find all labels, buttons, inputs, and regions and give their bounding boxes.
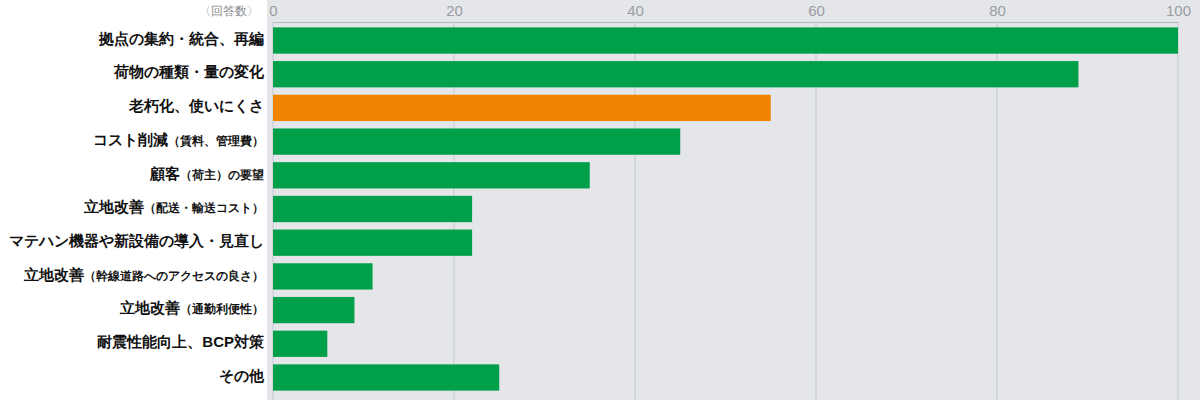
category-label: コスト削減（賃料、管理費） xyxy=(93,131,264,148)
category-label: 立地改善（通勤利便性） xyxy=(119,299,264,316)
chart: 拠点の集約・統合、再編荷物の種類・量の変化老朽化、使いにくさコスト削減（賃料、管… xyxy=(0,0,1200,400)
x-tick-label: 40 xyxy=(627,2,644,19)
y-tick: 耐震性能向上、BCP対策 xyxy=(97,333,265,350)
bar xyxy=(273,27,1178,53)
x-axis-line xyxy=(274,22,1179,23)
x-tick: 80 xyxy=(989,2,1006,22)
x-tick: 0 xyxy=(269,2,277,22)
y-tick: 荷物の種類・量の変化 xyxy=(113,63,265,80)
bar xyxy=(273,230,472,256)
y-axis: 拠点の集約・統合、再編荷物の種類・量の変化老朽化、使いにくさコスト削減（賃料、管… xyxy=(9,30,265,384)
bar xyxy=(273,95,771,121)
grid-line xyxy=(1178,22,1179,400)
category-label: 荷物の種類・量の変化 xyxy=(113,63,265,80)
bar xyxy=(273,364,499,390)
category-label: その他 xyxy=(219,367,265,384)
x-tick-label: 100 xyxy=(1166,2,1191,19)
category-label: 耐震性能向上、BCP対策 xyxy=(97,333,265,350)
x-tick: 60 xyxy=(808,2,825,22)
x-tick-label: 60 xyxy=(808,2,825,19)
category-label: マテハン機器や新設備の導入・見直し xyxy=(9,232,264,249)
bar xyxy=(273,331,327,357)
x-axis-title: 〈回答数〉 xyxy=(199,4,259,18)
y-tick: マテハン機器や新設備の導入・見直し xyxy=(9,232,264,249)
x-tick: 20 xyxy=(446,2,463,22)
y-tick: 立地改善（通勤利便性） xyxy=(119,299,264,316)
category-label: 立地改善（幹線道路へのアクセスの良さ） xyxy=(23,266,264,283)
x-tick: 40 xyxy=(627,2,644,22)
x-tick-label: 0 xyxy=(269,2,277,19)
y-tick: 立地改善（幹線道路へのアクセスの良さ） xyxy=(23,266,264,283)
x-axis: 0 20 40 60 80 100 xyxy=(269,2,1191,23)
bar xyxy=(273,196,472,222)
bars xyxy=(273,27,1178,390)
x-tick: 100 xyxy=(1166,2,1191,22)
bar xyxy=(273,297,354,323)
bar xyxy=(273,128,680,154)
y-tick: 老朽化、使いにくさ xyxy=(128,97,264,114)
bar xyxy=(273,61,1078,87)
y-tick: コスト削減（賃料、管理費） xyxy=(93,131,264,148)
background-layer xyxy=(267,0,1200,400)
category-label: 立地改善（配送・輸送コスト） xyxy=(83,198,264,215)
grid xyxy=(273,22,1178,400)
bar xyxy=(273,263,373,289)
plot-background xyxy=(267,0,1200,400)
y-tick: 顧客（荷主）の要望 xyxy=(149,165,264,182)
category-label: 顧客（荷主）の要望 xyxy=(149,165,264,182)
y-tick: 拠点の集約・統合、再編 xyxy=(98,30,264,47)
y-tick: 立地改善（配送・輸送コスト） xyxy=(83,198,264,215)
category-label: 老朽化、使いにくさ xyxy=(128,97,264,114)
x-tick-label: 20 xyxy=(446,2,463,19)
bar xyxy=(273,162,590,188)
y-tick: その他 xyxy=(219,367,265,384)
x-tick-label: 80 xyxy=(989,2,1006,19)
category-label: 拠点の集約・統合、再編 xyxy=(98,30,264,47)
